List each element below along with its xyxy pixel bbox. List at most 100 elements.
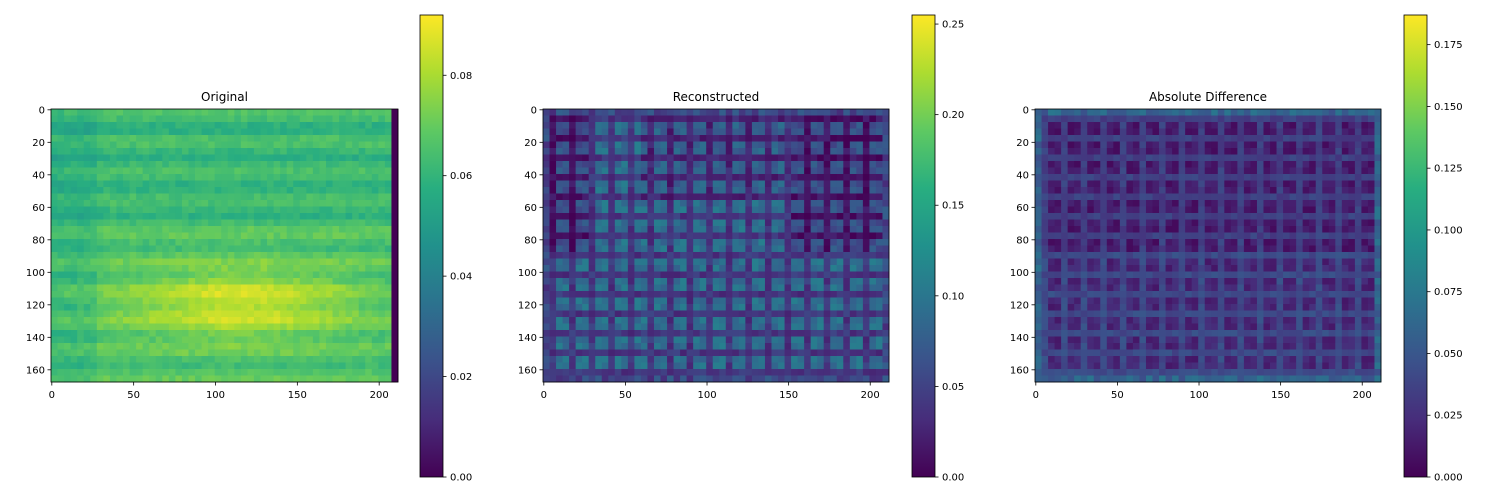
- heatmap-cell: [234, 343, 241, 350]
- heatmap-cell: [182, 161, 189, 168]
- heatmap-cell: [732, 181, 739, 188]
- heatmap-cell: [621, 259, 628, 266]
- heatmap-cell: [837, 324, 844, 331]
- heatmap-cell: [1374, 142, 1381, 149]
- heatmap-cell: [798, 363, 805, 370]
- heatmap-cell: [241, 311, 248, 318]
- heatmap-cell: [615, 161, 622, 168]
- heatmap-cell: [391, 343, 398, 350]
- heatmap-cell: [391, 265, 398, 272]
- heatmap-cell: [365, 369, 372, 376]
- heatmap-cell: [333, 207, 340, 214]
- heatmap-cell: [169, 278, 176, 285]
- heatmap-cell: [798, 116, 805, 123]
- heatmap-cell: [811, 330, 818, 337]
- heatmap-cell: [58, 187, 65, 194]
- heatmap-cell: [195, 304, 202, 311]
- heatmap-cell: [372, 259, 379, 266]
- heatmap-cell: [543, 194, 550, 201]
- heatmap-cell: [84, 194, 91, 201]
- heatmap-cell: [556, 116, 563, 123]
- heatmap-cell: [719, 252, 726, 259]
- heatmap-cell: [719, 356, 726, 363]
- heatmap-cell: [1257, 155, 1264, 162]
- heatmap-cell: [647, 272, 654, 279]
- heatmap-cell: [372, 161, 379, 168]
- heatmap-cell: [785, 135, 792, 142]
- heatmap-cell: [319, 350, 326, 357]
- heatmap-cell: [293, 109, 300, 116]
- heatmap-cell: [241, 285, 248, 292]
- heatmap-cell: [837, 304, 844, 311]
- heatmap-cell: [215, 369, 222, 376]
- heatmap-cell: [359, 343, 366, 350]
- heatmap-cell: [287, 135, 294, 142]
- heatmap-cell: [876, 109, 883, 116]
- heatmap-cell: [215, 116, 222, 123]
- heatmap-cell: [202, 285, 209, 292]
- heatmap-cell: [247, 207, 254, 214]
- heatmap-cell: [543, 109, 550, 116]
- heatmap-cell: [1231, 129, 1238, 136]
- heatmap-cell: [550, 304, 557, 311]
- heatmap-cell: [352, 109, 359, 116]
- heatmap-cell: [1100, 129, 1107, 136]
- heatmap-cell: [84, 350, 91, 357]
- heatmap-cell: [569, 285, 576, 292]
- heatmap-cell: [837, 317, 844, 324]
- heatmap-cell: [293, 278, 300, 285]
- heatmap-cell: [589, 194, 596, 201]
- heatmap-cell: [1139, 135, 1146, 142]
- heatmap-cell: [543, 200, 550, 207]
- heatmap-cell: [687, 330, 694, 337]
- heatmap-cell: [706, 350, 713, 357]
- heatmap-cell: [674, 200, 681, 207]
- heatmap-cell: [346, 181, 353, 188]
- heatmap-cell: [706, 369, 713, 376]
- heatmap-cell: [641, 350, 648, 357]
- heatmap-cell: [778, 187, 785, 194]
- heatmap-cell: [556, 369, 563, 376]
- heatmap-cell: [758, 356, 765, 363]
- heatmap-cell: [71, 369, 78, 376]
- heatmap-cell: [882, 265, 889, 272]
- heatmap-cell: [156, 129, 163, 136]
- heatmap-cell: [647, 376, 654, 383]
- heatmap-cell: [837, 220, 844, 227]
- heatmap-cell: [706, 129, 713, 136]
- heatmap-cell: [556, 298, 563, 305]
- heatmap-cell: [556, 220, 563, 227]
- heatmap-cell: [64, 265, 71, 272]
- heatmap-cell: [319, 148, 326, 155]
- heatmap-cell: [837, 311, 844, 318]
- heatmap-cell: [254, 330, 261, 337]
- heatmap-cell: [319, 116, 326, 123]
- heatmap-cell: [1166, 129, 1173, 136]
- heatmap-cell: [261, 142, 268, 149]
- heatmap-cell: [713, 161, 720, 168]
- heatmap-cell: [1257, 129, 1264, 136]
- heatmap-cell: [726, 324, 733, 331]
- heatmap-cell: [247, 194, 254, 201]
- heatmap-cell: [90, 109, 97, 116]
- heatmap-cell: [234, 265, 241, 272]
- heatmap-cell: [274, 168, 281, 175]
- heatmap-cell: [680, 272, 687, 279]
- heatmap-cell: [202, 363, 209, 370]
- heatmap-cell: [608, 239, 615, 246]
- heatmap-cell: [77, 213, 84, 220]
- heatmap-cell: [856, 116, 863, 123]
- heatmap-cell: [726, 291, 733, 298]
- heatmap-cell: [130, 278, 137, 285]
- heatmap-cell: [195, 174, 202, 181]
- heatmap-cell: [1087, 155, 1094, 162]
- heatmap-cell: [667, 278, 674, 285]
- heatmap-cell: [365, 155, 372, 162]
- heatmap-cell: [300, 246, 307, 253]
- heatmap-cell: [732, 369, 739, 376]
- heatmap-cell: [110, 129, 117, 136]
- heatmap-cell: [595, 376, 602, 383]
- heatmap-cell: [856, 324, 863, 331]
- heatmap-cell: [1263, 122, 1270, 129]
- heatmap-cell: [110, 356, 117, 363]
